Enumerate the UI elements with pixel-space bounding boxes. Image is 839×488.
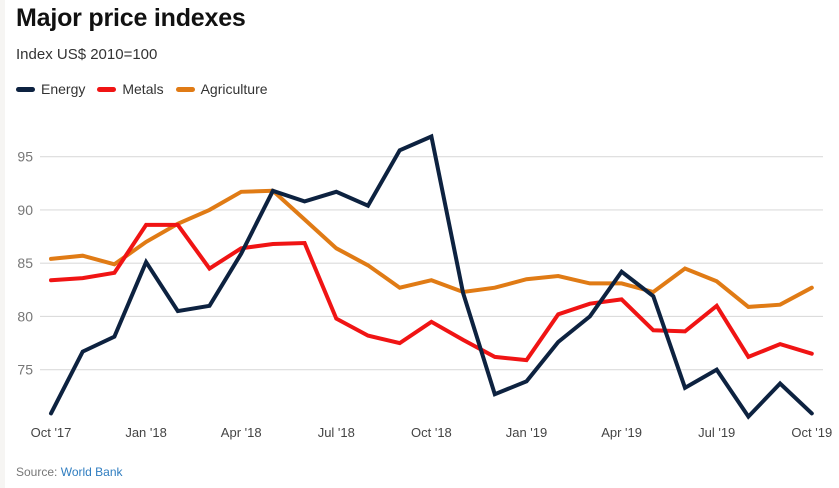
chart-title: Major price indexes — [16, 4, 246, 32]
y-axis-ticks: 75 80 85 90 95 — [17, 149, 33, 378]
x-tick-label: Jul '19 — [698, 425, 735, 440]
x-tick-label: Oct '17 — [31, 425, 72, 440]
legend-item-metals[interactable]: Metals — [97, 81, 164, 97]
source-note: Source: World Bank — [16, 465, 123, 479]
y-tick-label: 90 — [17, 202, 33, 218]
legend-swatch-metals — [97, 86, 117, 92]
legend-swatch-energy — [16, 86, 35, 92]
chart-subtitle: Index US$ 2010=100 — [16, 46, 158, 63]
gridlines — [40, 156, 823, 371]
x-tick-label: Apr '19 — [601, 425, 642, 440]
legend-label-agriculture: Agriculture — [200, 81, 268, 97]
x-tick-label: Jul '18 — [318, 425, 355, 440]
x-tick-label: Apr '18 — [221, 425, 262, 440]
source-prefix: Source: — [16, 465, 61, 479]
series-line-metals[interactable] — [49, 222, 814, 363]
y-tick-label: 95 — [17, 149, 33, 165]
y-tick-label: 75 — [17, 362, 33, 378]
legend-swatch-agriculture — [175, 86, 195, 92]
x-tick-label: Jan '18 — [125, 425, 167, 440]
source-link[interactable]: World Bank — [60, 465, 123, 479]
x-tick-label: Jan '19 — [506, 425, 548, 440]
x-axis-ticks: Oct '17 Jan '18 Apr '18 Jul '18 Oct '18 Jan '… — [31, 425, 833, 440]
legend-item-energy[interactable]: Energy — [16, 81, 85, 97]
legend-label-energy: Energy — [41, 81, 86, 97]
series-lines — [49, 133, 814, 420]
x-tick-label: Oct '19 — [791, 425, 832, 440]
series-line-energy[interactable] — [49, 133, 814, 420]
x-tick-label: Oct '18 — [411, 425, 452, 440]
page-edge — [0, 0, 5, 488]
y-tick-label: 85 — [17, 255, 33, 271]
y-tick-label: 80 — [17, 308, 33, 324]
legend-item-agriculture[interactable]: Agriculture — [175, 81, 268, 97]
legend: Energy Metals Agriculture — [16, 81, 280, 97]
legend-label-metals: Metals — [122, 81, 164, 97]
